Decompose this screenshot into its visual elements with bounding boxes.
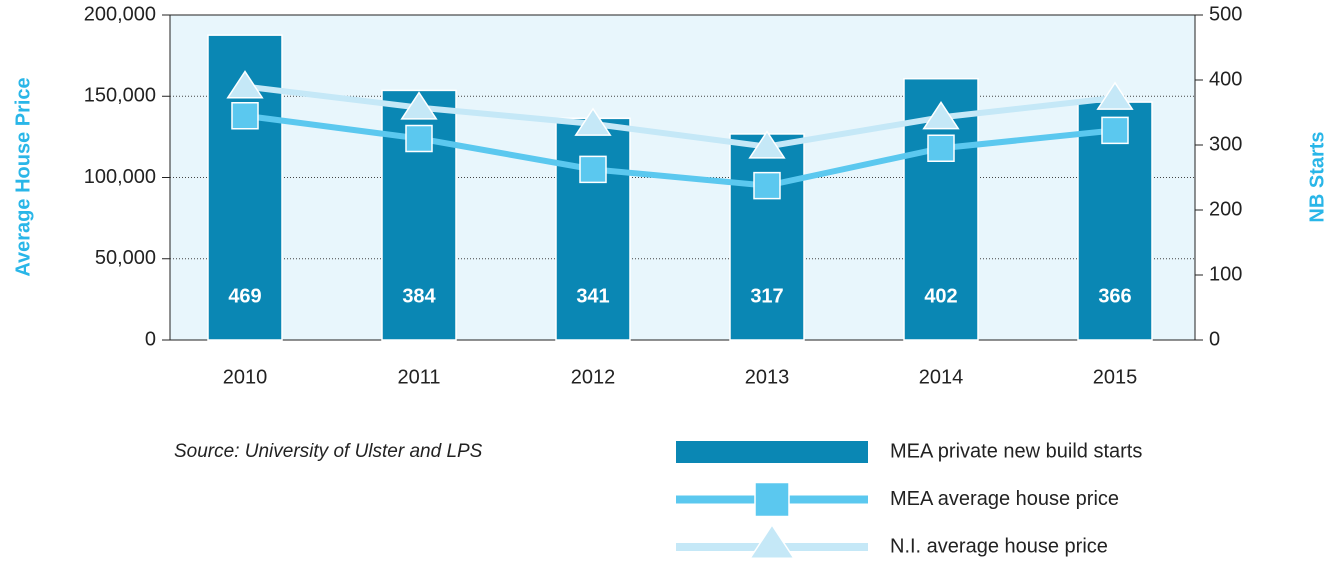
y-tick-label: 200,000 [84,3,156,25]
bar-value-label: 402 [924,285,957,307]
source-note: Source: University of Ulster and LPS [174,441,483,462]
x-tick-label: 2014 [919,366,964,388]
marker [231,102,259,130]
bar-value-label: 341 [576,285,609,307]
y-tick-label: 100,000 [84,166,156,188]
marker [922,101,960,130]
x-tick-label: 2010 [223,366,268,388]
y2-tick-label: 200 [1209,198,1242,220]
y2-tick-label: 400 [1209,68,1242,90]
x-tick-label: 2012 [571,366,616,388]
legend-marker [754,481,790,518]
marker [400,91,438,120]
marker [579,155,607,184]
y-tick-label: 50,000 [95,247,156,269]
bar-value-label: 384 [402,285,436,307]
y2-tick-label: 300 [1209,133,1242,155]
marker [226,70,264,99]
x-tick-label: 2013 [745,366,790,388]
bar-value-label: 366 [1098,285,1131,307]
marker [1101,116,1129,145]
legend-marker [748,523,796,559]
y2-tick-label: 500 [1209,3,1242,25]
legend-label: MEA average house price [890,488,1119,510]
bar [729,133,805,341]
legend-swatch [676,441,868,463]
x-tick-label: 2015 [1093,366,1138,388]
marker [748,130,786,159]
marker [405,124,433,153]
line [244,83,1116,150]
y-tick-label: 0 [145,328,156,350]
line [244,112,1116,189]
bar-value-label: 317 [750,285,783,307]
legend-label: N.I. average house price [890,535,1108,557]
bar-value-label: 469 [228,285,261,307]
y2-tick-label: 0 [1209,328,1220,350]
y2-axis-label: NB Starts [1306,131,1328,222]
marker [1096,81,1134,110]
bar [555,117,631,341]
y-tick-label: 150,000 [84,85,156,107]
x-tick-label: 2011 [397,366,440,388]
marker [753,171,781,200]
marker [574,107,612,136]
marker [927,134,955,162]
legend-label: MEA private new build starts [890,440,1142,462]
y-axis-label: Average House Price [12,77,34,276]
y2-tick-label: 100 [1209,263,1242,285]
